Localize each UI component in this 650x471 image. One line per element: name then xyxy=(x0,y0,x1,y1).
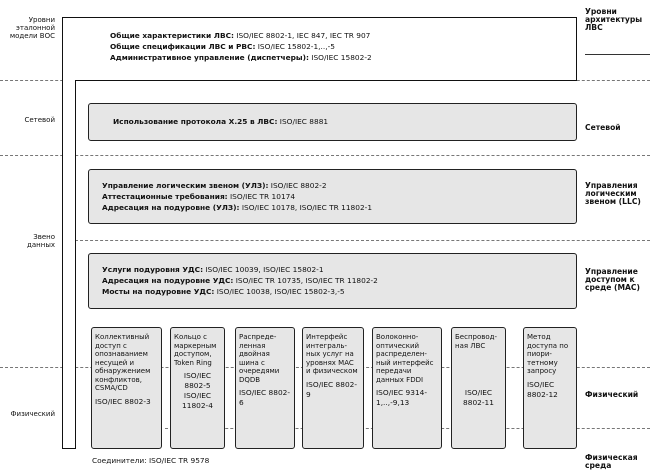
box-title: Коллективный доступ с опознаванием несущ… xyxy=(95,333,151,392)
left-label-osi: Уровни эталонной модели ВОС xyxy=(9,16,55,40)
box-standard: ISO/IEC 8802-11 xyxy=(463,388,494,407)
box-title: Кольцо с маркерным доступом, Token Ring xyxy=(174,333,217,367)
box-standard: ISO/IEC 9314-1,..,-9,13 xyxy=(376,388,428,407)
spec-line: Использование протокола X.25 в ЛВС: ISO/… xyxy=(113,117,329,126)
physical-box-isdn: Интерфейс интеграль-ных услуг на уровнях… xyxy=(302,327,364,449)
divider xyxy=(585,54,650,55)
frame-line xyxy=(62,80,76,449)
spec-line: Административное управление (диспетчеры)… xyxy=(110,53,372,62)
physical-box-token-ring: Кольцо с маркерным доступом, Token Ring I… xyxy=(170,327,225,449)
spec-line: Общие характеристики ЛВС: ISO/IEC 8802-1… xyxy=(110,31,371,40)
physical-box-dqdb: Распреде-ленная двойная шина с очередями… xyxy=(235,327,295,449)
box-standard: ISO/IEC 8802-3 xyxy=(95,396,151,406)
physical-box-fddi: Волоконно-оптический распределен-ный инт… xyxy=(372,327,442,449)
spec-line: Услуги подуровня УДС: ISO/IEC 10039, ISO… xyxy=(102,265,324,274)
box-standard: ISO/IEC 8802-5 ISO/IEC 11802-4 xyxy=(182,371,213,410)
spec-line: Адресация на подуровне УДС: ISO/IEC TR 1… xyxy=(102,276,378,285)
box-standard: ISO/IEC 8802-6 xyxy=(239,388,291,407)
right-label-llc: Управления логическим звеном (LLC) xyxy=(585,181,641,206)
box-title: Интерфейс интеграль-ных услуг на уровнях… xyxy=(306,333,358,375)
right-label-medium: Физическая среда xyxy=(585,453,638,470)
box-title: Беспровод-ная ЛВС xyxy=(455,333,498,350)
left-label-data-link: Звено данных xyxy=(27,233,55,249)
right-label-physical: Физический xyxy=(585,390,639,399)
connectors-label: Соединители: ISO/IEC TR 9578 xyxy=(92,456,210,465)
physical-box-wireless: Беспровод-ная ЛВС ISO/IEC 8802-11 xyxy=(451,327,506,449)
left-label-physical: Физический xyxy=(10,410,55,418)
general-specs: Общие характеристики ЛВС: ISO/IEC 8802-1… xyxy=(110,30,372,63)
physical-box-demand-priority: Метод доступа по пиори-тетному запросу IS… xyxy=(523,327,577,449)
box-title: Волоконно-оптический распределен-ный инт… xyxy=(376,333,434,384)
spec-line: Аттестационные требования: ISO/IEC TR 10… xyxy=(102,192,296,201)
physical-box-csma-cd: Коллективный доступ с опознаванием несущ… xyxy=(91,327,162,449)
left-label-network: Сетевой xyxy=(24,116,55,124)
box-title: Распреде-ленная двойная шина с очередями… xyxy=(239,333,280,384)
spec-line: Мосты на подуровне УДС: ISO/IEC 10038, I… xyxy=(102,287,345,296)
divider xyxy=(75,240,650,241)
box-title: Метод доступа по пиори-тетному запросу xyxy=(527,333,569,375)
llc-box: Управление логическим звеном (УЛЗ): ISO/… xyxy=(88,169,577,224)
box-standard: ISO/IEC 8802-9 xyxy=(306,379,358,399)
spec-line: Управление логическим звеном (УЛЗ): ISO/… xyxy=(102,181,327,190)
right-label-mac: Управление доступом к среде (MAC) xyxy=(585,267,640,292)
box-standard: ISO/IEC 8802-12 xyxy=(527,379,558,399)
general-box xyxy=(62,17,577,81)
x25-box: Использование протокола X.25 в ЛВС: ISO/… xyxy=(88,103,577,141)
mac-box: Услуги подуровня УДС: ISO/IEC 10039, ISO… xyxy=(88,253,577,309)
divider xyxy=(0,155,650,156)
spec-line: Общие спецификации ЛВС и РВС: ISO/IEC 15… xyxy=(110,42,335,51)
spec-line: Адресация на подуровне (УЛЗ): ISO/IEC 10… xyxy=(102,203,373,212)
right-label-lan: Уровни архитектуры ЛВС xyxy=(585,7,643,32)
right-label-network: Сетевой xyxy=(585,123,621,132)
